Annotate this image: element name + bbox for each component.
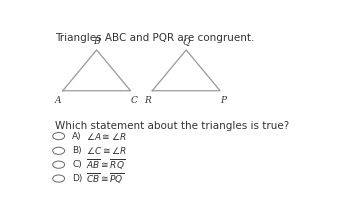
Text: Triangles ABC and PQR are congruent.: Triangles ABC and PQR are congruent. (55, 33, 254, 43)
Text: $\angle C \cong \angle R$: $\angle C \cong \angle R$ (86, 145, 127, 156)
Text: $\overline{CB} \cong \overline{PQ}$: $\overline{CB} \cong \overline{PQ}$ (86, 171, 124, 186)
Text: R: R (144, 96, 151, 105)
Text: A): A) (72, 132, 82, 141)
Text: Q: Q (182, 37, 190, 46)
Text: Which statement about the triangles is true?: Which statement about the triangles is t… (55, 121, 289, 131)
Text: $\overline{AB} \cong \overline{RQ}$: $\overline{AB} \cong \overline{RQ}$ (86, 157, 125, 172)
Text: P: P (220, 96, 226, 105)
Text: D): D) (72, 174, 83, 183)
Text: C): C) (72, 160, 82, 169)
Text: B): B) (72, 146, 82, 155)
Text: B: B (93, 37, 100, 46)
Text: A: A (55, 96, 61, 105)
Text: C: C (130, 96, 137, 105)
Text: $\angle A \cong \angle R$: $\angle A \cong \angle R$ (86, 131, 127, 142)
